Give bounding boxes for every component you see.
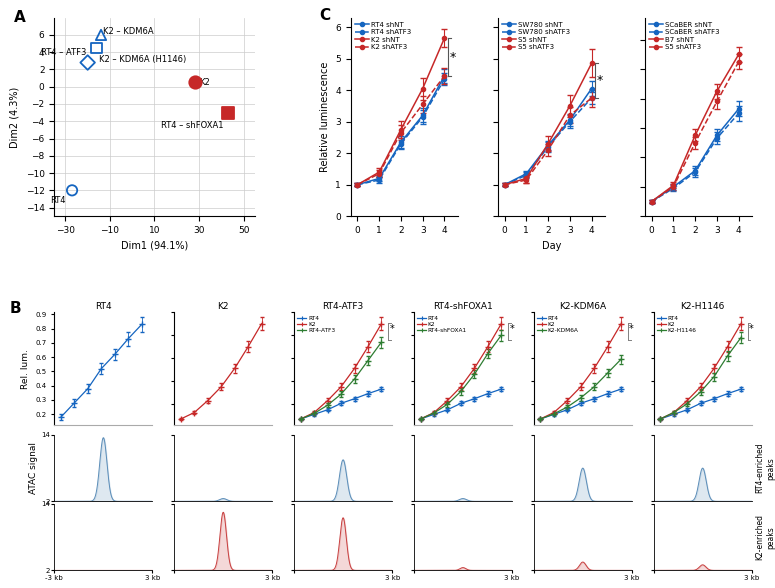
- Text: RT4 – shFOXA1: RT4 – shFOXA1: [161, 121, 223, 130]
- Title: K2: K2: [218, 302, 229, 312]
- Text: C: C: [319, 8, 330, 23]
- Text: B: B: [10, 301, 22, 316]
- X-axis label: Dim1 (94.1%): Dim1 (94.1%): [121, 240, 188, 250]
- Point: [91, 43, 103, 52]
- Title: K2-H1146: K2-H1146: [680, 302, 725, 312]
- Title: RT4: RT4: [95, 302, 112, 312]
- Y-axis label: ATAC signal: ATAC signal: [29, 442, 39, 494]
- Text: Day: Day: [95, 445, 112, 455]
- Legend: RT4, K2, RT4-ATF3: RT4, K2, RT4-ATF3: [297, 315, 336, 334]
- Legend: RT4, K2, RT4-shFOXA1: RT4, K2, RT4-shFOXA1: [417, 315, 467, 334]
- Point: [81, 58, 94, 67]
- Text: RT4: RT4: [50, 196, 65, 205]
- Text: *: *: [509, 324, 514, 334]
- Text: RT4 – ATF3: RT4 – ATF3: [41, 48, 86, 56]
- Legend: SW780 shNT, SW780 shATF3, S5 shNT, S5 shATF3: SW780 shNT, SW780 shATF3, S5 shNT, S5 sh…: [501, 21, 571, 51]
- Point: [188, 78, 201, 87]
- Y-axis label: Dim2 (4.3%): Dim2 (4.3%): [10, 86, 20, 148]
- Point: [95, 30, 107, 39]
- Text: A: A: [14, 9, 26, 25]
- Legend: SCaBER shNT, SCaBER shATF3, B7 shNT, S5 shATF3: SCaBER shNT, SCaBER shATF3, B7 shNT, S5 …: [649, 21, 721, 51]
- Text: *: *: [629, 324, 634, 334]
- Text: *: *: [749, 324, 754, 334]
- Text: K2 – KDM6A: K2 – KDM6A: [103, 27, 154, 36]
- Text: RT4-enriched
peaks: RT4-enriched peaks: [756, 443, 775, 493]
- Text: *: *: [449, 51, 456, 64]
- X-axis label: Day: Day: [542, 240, 561, 250]
- Text: *: *: [390, 324, 394, 334]
- Y-axis label: Relative luminescence: Relative luminescence: [320, 62, 330, 172]
- Title: K2-KDM6A: K2-KDM6A: [560, 302, 606, 312]
- Text: K2: K2: [199, 78, 210, 87]
- Legend: RT4 shNT, RT4 shATF3, K2 shNT, K2 shATF3: RT4 shNT, RT4 shATF3, K2 shNT, K2 shATF3: [354, 21, 412, 51]
- Title: RT4-shFOXA1: RT4-shFOXA1: [433, 302, 493, 312]
- Legend: RT4, K2, K2-H1146: RT4, K2, K2-H1146: [656, 315, 697, 334]
- Text: K2-enriched
peaks: K2-enriched peaks: [756, 514, 775, 560]
- Point: [66, 186, 78, 195]
- Text: *: *: [597, 74, 603, 87]
- Title: RT4-ATF3: RT4-ATF3: [322, 302, 363, 312]
- Point: [222, 108, 234, 118]
- Legend: RT4, K2, K2-KDM6A: RT4, K2, K2-KDM6A: [536, 315, 579, 334]
- Y-axis label: Rel. lum.: Rel. lum.: [21, 349, 29, 389]
- Text: K2 – KDM6A (H1146): K2 – KDM6A (H1146): [98, 55, 186, 64]
